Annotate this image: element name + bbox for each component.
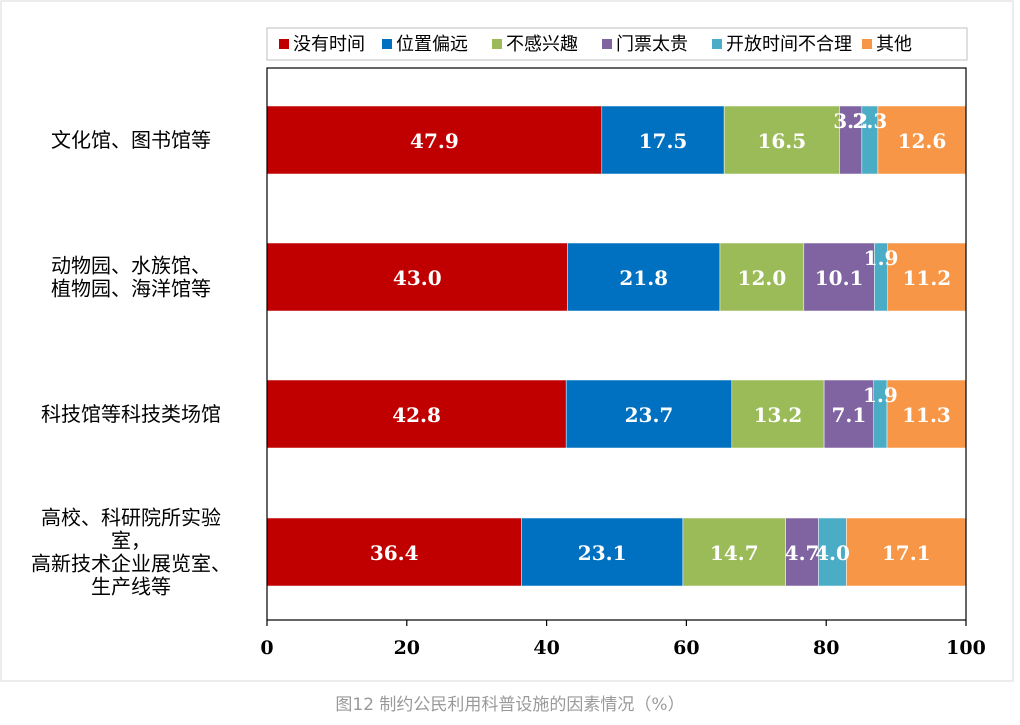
data-label: 2.3 xyxy=(852,109,887,133)
data-label: 11.2 xyxy=(902,266,951,290)
category-label: 动物园、水族馆、植物园、海洋馆等 xyxy=(51,254,211,301)
bar-segment xyxy=(521,517,684,587)
category-label: 高校、科研院所实验室，高新技术企业展览室、生产线等 xyxy=(31,506,231,599)
data-label: 14.7 xyxy=(710,541,759,565)
x-tick-label: 60 xyxy=(673,637,699,659)
legend-swatch xyxy=(712,39,722,49)
data-label: 23.1 xyxy=(578,541,627,565)
x-tick-label: 0 xyxy=(260,637,273,659)
legend-entry: 没有时间 xyxy=(293,34,365,55)
bar-segment xyxy=(266,379,567,449)
stacked-bar-chart: 没有时间 位置偏远 不感兴趣 门票太贵 开放时间不合理 其他 47.9 17.5 16.5 3.… xyxy=(0,0,1014,682)
legend-swatch xyxy=(382,39,392,49)
category-label-line: 高新技术企业展览室、 xyxy=(31,552,231,576)
legend: 没有时间 位置偏远 不感兴趣 门票太贵 开放时间不合理 其他 xyxy=(266,27,968,61)
legend-entry: 门票太贵 xyxy=(616,34,688,55)
category-label-line: 文化馆、图书馆等 xyxy=(51,128,211,152)
legend-swatch xyxy=(279,39,289,49)
plot-area xyxy=(266,67,967,621)
x-tick-label: 40 xyxy=(533,637,559,659)
data-label: 4.7 xyxy=(785,541,820,565)
data-label: 12.0 xyxy=(738,266,787,290)
x-tick-label: 100 xyxy=(946,637,986,659)
x-tick-label: 20 xyxy=(394,637,420,659)
x-tick-label: 80 xyxy=(813,637,839,659)
data-label: 7.1 xyxy=(832,403,867,427)
legend-swatch xyxy=(602,39,612,49)
category-label: 文化馆、图书馆等 xyxy=(51,128,211,152)
data-label: 36.4 xyxy=(370,541,419,565)
legend-entry: 其他 xyxy=(876,34,912,55)
category-label-line: 植物园、海洋馆等 xyxy=(51,277,211,301)
bar-segment xyxy=(803,242,875,312)
legend-entry: 位置偏远 xyxy=(396,34,468,55)
data-label: 17.1 xyxy=(882,541,931,565)
data-label: 21.8 xyxy=(619,266,668,290)
bar-segment xyxy=(846,517,967,587)
bar-segment xyxy=(723,105,840,175)
data-labels: 47.9 17.5 16.53.22.312.643.0 21.8 12.0 10.11.… xyxy=(370,109,951,565)
bar-segment xyxy=(886,379,967,449)
data-label: 1.9 xyxy=(864,246,899,270)
data-label: 13.2 xyxy=(754,403,803,427)
data-label: 11.3 xyxy=(902,403,951,427)
bar-segment xyxy=(266,242,568,312)
legend-swatch xyxy=(492,39,502,49)
data-label: 17.5 xyxy=(639,129,688,153)
category-labels: 文化馆、图书馆等动物园、水族馆、植物园、海洋馆等科技馆等科技类场馆高校、科研院所… xyxy=(31,128,231,599)
bar-segment xyxy=(682,517,786,587)
bar-segment xyxy=(719,242,805,312)
data-label: 16.5 xyxy=(757,129,806,153)
category-label-line: 动物园、水族馆、 xyxy=(51,254,211,278)
chart-border xyxy=(0,0,1014,682)
bar-segment xyxy=(731,379,825,449)
bar-segment xyxy=(818,517,847,587)
legend-swatch xyxy=(862,39,872,49)
data-label: 10.1 xyxy=(815,266,864,290)
bar-segment xyxy=(823,379,874,449)
data-label: 4.0 xyxy=(815,541,850,565)
data-label: 43.0 xyxy=(393,266,442,290)
legend-entry: 开放时间不合理 xyxy=(726,34,852,55)
bar-segment xyxy=(567,242,721,312)
x-axis: 0 20 40 60 80 100 xyxy=(260,620,986,659)
bar-segment xyxy=(877,105,967,175)
bars xyxy=(266,105,967,587)
category-label-line: 生产线等 xyxy=(91,575,171,599)
legend-entry: 不感兴趣 xyxy=(506,34,578,55)
data-label: 42.8 xyxy=(392,403,441,427)
data-label: 12.6 xyxy=(898,129,947,153)
category-label-line: 科技馆等科技类场馆 xyxy=(41,402,221,426)
category-label: 科技馆等科技类场馆 xyxy=(41,402,221,426)
data-label: 47.9 xyxy=(410,129,459,153)
data-label: 23.7 xyxy=(625,403,674,427)
category-label-line: 高校、科研院所实验 xyxy=(41,506,221,530)
bar-segment xyxy=(601,105,725,175)
data-label: 3.2 xyxy=(833,109,868,133)
bar-segment xyxy=(887,242,967,312)
figure-caption: 图12 制约公民利用科普设施的因素情况（%） xyxy=(335,695,685,715)
data-label: 1.9 xyxy=(863,383,898,407)
bar-segment xyxy=(266,517,522,587)
category-label-line: 室， xyxy=(111,529,151,553)
bar-segment xyxy=(266,105,603,175)
